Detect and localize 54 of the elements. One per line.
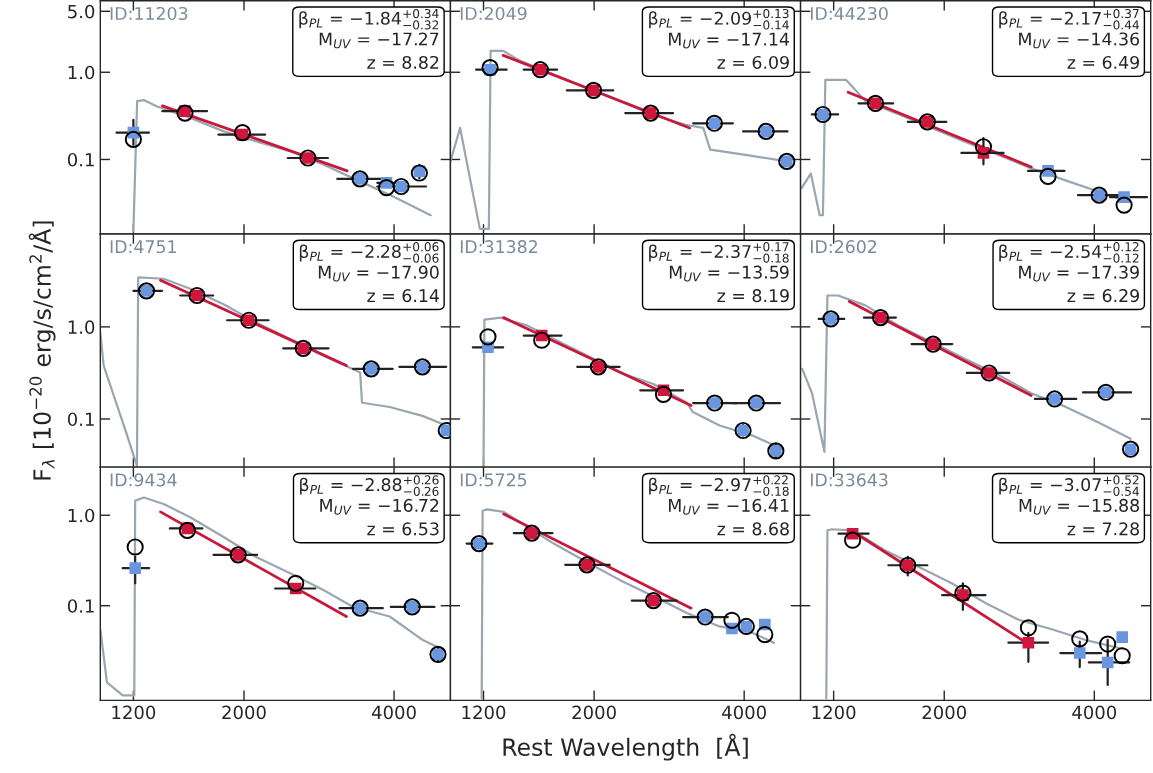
- annotation: M$_{UV}$ = −16.72: [320, 498, 439, 515]
- annotation: z = 7.28: [1067, 522, 1139, 536]
- annotation: β$_{PL}$ = −2.88$^{+0.26}$$_{−0.26}$: [300, 475, 439, 496]
- annotation: β$_{PL}$ = −1.84$^{+0.34}$$_{−0.32}$: [299, 8, 439, 30]
- annotation: M$_{UV}$ = −15.88: [1019, 498, 1139, 515]
- annotation: ID:31382: [460, 240, 538, 254]
- annotation: β$_{PL}$ = −2.09$^{+0.13}$$_{−0.14}$: [649, 8, 789, 30]
- y-tick-label: 5.0: [68, 4, 95, 19]
- annotation: M$_{UV}$ = −17.27: [319, 32, 439, 49]
- annotation: z = 6.14: [367, 289, 439, 303]
- annotation: ID:11203: [110, 6, 188, 21]
- annotation: β$_{PL}$ = −2.97$^{+0.22}$$_{−0.18}$: [649, 475, 789, 496]
- annotation: z = 6.29: [1067, 289, 1139, 303]
- y-axis-title: F$_{λ}$ [10$^{−20}$ erg/s/cm$^{2}$/Å]: [28, 221, 56, 480]
- annotation: β$_{PL}$ = −2.54$^{+0.12}$$_{−0.12}$: [999, 242, 1139, 263]
- annotation: M$_{UV}$ = −17.14: [669, 32, 790, 49]
- y-tick-label: 1.0: [68, 508, 95, 523]
- annotation: ID:4751: [110, 240, 176, 254]
- annotation: z = 8.82: [367, 55, 439, 70]
- x-tick-label: 4000: [722, 705, 766, 720]
- annotation: M$_{UV}$ = −17.90: [318, 265, 439, 282]
- x-tick-label: 2000: [572, 705, 616, 720]
- annotation: β$_{PL}$ = −2.37$^{+0.17}$$_{−0.18}$: [649, 242, 789, 263]
- x-tick-label: 2000: [922, 705, 967, 720]
- annotation: β$_{PL}$ = −2.28$^{+0.06}$$_{−0.06}$: [299, 242, 439, 263]
- annotation: z = 8.19: [717, 289, 789, 303]
- annotation: β$_{PL}$ = −2.17$^{+0.37}$$_{−0.44}$: [999, 8, 1139, 30]
- y-tick-label: 0.1: [67, 152, 94, 167]
- annotation: ID:33643: [811, 473, 888, 487]
- x-tick-label: 1200: [112, 705, 156, 720]
- annotation: M$_{UV}$ = −14.36: [1019, 32, 1140, 49]
- x-tick-label: 1200: [812, 705, 856, 720]
- annotation: z = 6.49: [1067, 55, 1139, 70]
- x-tick-label: 4000: [371, 705, 416, 720]
- annotation: ID:2049: [460, 6, 527, 21]
- annotation: M$_{UV}$ = −16.41: [669, 498, 789, 515]
- annotation: z = 6.09: [717, 55, 789, 70]
- annotation: β$_{PL}$ = −3.07$^{+0.52}$$_{−0.54}$: [999, 475, 1139, 496]
- y-tick-label: 1.0: [68, 65, 95, 80]
- annotation: M$_{UV}$ = −17.39: [1019, 265, 1139, 282]
- y-tick-label: 1.0: [68, 320, 95, 334]
- annotation: z = 6.53: [367, 522, 439, 536]
- x-tick-label: 4000: [1072, 705, 1117, 720]
- annotation: ID:2602: [811, 240, 877, 254]
- annotation: ID:44230: [811, 6, 888, 21]
- annotation: ID:9434: [110, 473, 177, 487]
- y-tick-label: 0.1: [67, 599, 94, 613]
- annotation: ID:5725: [460, 473, 527, 487]
- x-tick-label: 2000: [222, 705, 266, 720]
- annotation: M$_{UV}$ = −13.59: [669, 265, 789, 282]
- x-tick-label: 1200: [462, 705, 506, 720]
- y-tick-label: 0.1: [67, 412, 94, 427]
- annotation: z = 8.68: [717, 522, 789, 536]
- x-axis-title: Rest Wavelength [Å]: [503, 733, 748, 761]
